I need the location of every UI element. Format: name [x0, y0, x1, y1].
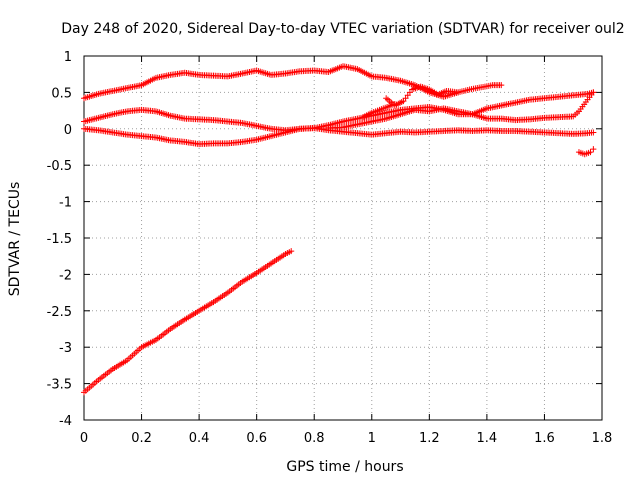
data-point — [391, 101, 398, 108]
series-sat-c — [81, 125, 597, 148]
y-tick-label: 0.5 — [51, 86, 72, 101]
y-tick-label: -1 — [59, 196, 72, 211]
x-tick-label: 0.6 — [246, 431, 267, 446]
x-tick-label: 0.4 — [189, 431, 210, 446]
x-tick-label: 1.6 — [534, 431, 555, 446]
x-tick-label: 0 — [80, 431, 88, 446]
y-axis-label: SDTVAR / TECUs — [7, 182, 23, 297]
y-tick-label: -0.5 — [47, 159, 72, 174]
y-tick-label: -2.5 — [47, 305, 72, 320]
y-tick-label: 0 — [64, 123, 72, 138]
data-marks — [81, 63, 597, 396]
x-tick-labels: 0 0.2 0.4 0.6 0.8 1 1.2 1.4 1.6 1.8 — [80, 431, 612, 446]
y-tick-labels: 1 0.5 0 -0.5 -1 -1.5 -2 -2.5 -3 -3.5 -4 — [47, 50, 72, 429]
y-tick-label: -1.5 — [47, 232, 72, 247]
x-tick-label: 1.8 — [592, 431, 613, 446]
y-tick-label: -4 — [59, 414, 72, 429]
data-point — [590, 129, 597, 136]
series-sat-g — [575, 146, 597, 158]
data-point — [498, 82, 505, 89]
series-sat-a — [81, 63, 462, 102]
series-sat-e — [383, 82, 505, 109]
data-point — [288, 248, 295, 255]
y-tick-label: -2 — [59, 268, 72, 283]
data-point — [590, 146, 597, 153]
y-tick-label: 1 — [64, 50, 72, 65]
x-tick-label: 1.2 — [419, 431, 440, 446]
data-point — [587, 149, 594, 156]
x-tick-label: 1.4 — [477, 431, 498, 446]
x-tick-label: 1 — [368, 431, 376, 446]
data-point — [590, 89, 597, 96]
x-axis-label: GPS time / hours — [286, 459, 403, 475]
x-tick-label: 0.2 — [131, 431, 152, 446]
y-tick-label: -3.5 — [47, 378, 72, 393]
y-tick-label: -3 — [59, 341, 72, 356]
chart-title: Day 248 of 2020, Sidereal Day-to-day VTE… — [61, 21, 624, 37]
series-sat-f — [360, 101, 398, 121]
series-sat-b — [81, 89, 597, 134]
series-sat-h — [81, 248, 295, 396]
x-tick-label: 0.8 — [304, 431, 325, 446]
series-sat-d — [325, 89, 597, 132]
tick-marks — [83, 55, 603, 421]
